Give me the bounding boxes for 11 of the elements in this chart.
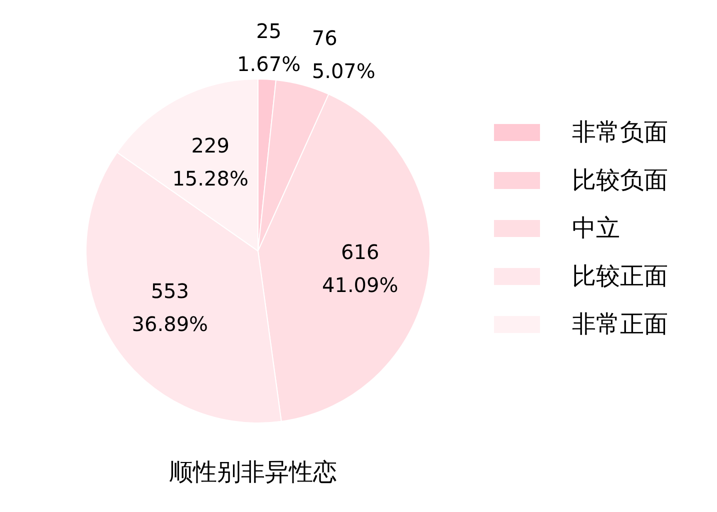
legend-label: 非常正面: [572, 309, 668, 340]
data-label: 25 1.67%: [237, 18, 301, 76]
legend-label: 非常负面: [572, 117, 668, 148]
data-label: 76 5.07%: [312, 26, 376, 83]
legend-label: 中立: [572, 213, 620, 244]
legend-label: 比较正面: [572, 261, 668, 292]
legend-label: 比较负面: [572, 165, 668, 196]
text: 顺性别非异性恋: [168, 457, 338, 488]
data-label: 553 36.89%: [132, 278, 208, 336]
data-label: 616 41.09%: [322, 240, 398, 297]
data-label: 229 15.28%: [172, 133, 248, 190]
